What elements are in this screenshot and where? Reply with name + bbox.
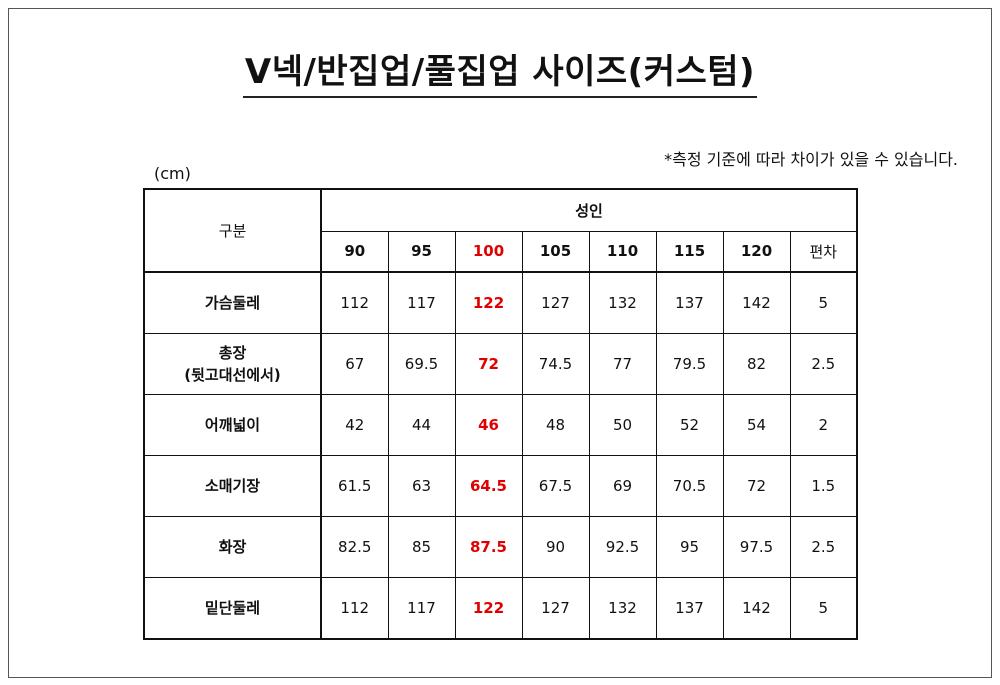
row-label: 소매기장 [143,455,322,517]
table-body: 가슴둘레 112 117 122 127 132 137 142 5 총장 (뒷고대선에서) 67 69… [143,271,858,640]
table-header-group-row: 구분 성인 [143,188,858,273]
value-cell: 2 [789,394,858,456]
table-row: 총장 (뒷고대선에서) 67 69.5 72 74.5 77 79.5 82 2.5 [143,333,858,395]
value-cell: 2.5 [789,516,858,578]
table-row: 밑단둘레 112 117 122 127 132 137 142 5 [143,577,858,640]
value-cell: 117 [387,271,456,334]
page-frame [8,8,992,678]
value-cell: 97.5 [722,516,791,578]
value-cell: 67 [320,333,389,395]
value-cell: 64.5 [454,455,523,517]
value-cell: 127 [521,577,590,640]
unit-label: (cm) [154,164,191,183]
value-cell: 72 [454,333,523,395]
value-cell: 63 [387,455,456,517]
value-cell: 74.5 [521,333,590,395]
row-label-text: 가슴둘레 [204,294,261,312]
value-cell: 122 [454,577,523,640]
row-label: 총장 (뒷고대선에서) [143,333,322,395]
value-cell: 1.5 [789,455,858,517]
value-cell: 54 [722,394,791,456]
size-header-cell: 105 [521,230,590,273]
row-label-text: 밑단둘레 [204,599,261,617]
table-corner-label: 구분 [143,188,322,273]
value-cell: 142 [722,271,791,334]
row-label-text: 소매기장 [204,477,261,495]
row-label-text: 어깨넓이 [204,416,261,434]
value-cell: 72 [722,455,791,517]
value-cell: 77 [588,333,657,395]
row-label-text: 화장 [218,538,247,556]
row-label: 가슴둘레 [143,271,322,334]
value-cell: 42 [320,394,389,456]
table-group-label: 성인 [320,188,858,232]
size-header-cell: 95 [387,230,456,273]
value-cell: 5 [789,577,858,640]
value-cell: 112 [320,271,389,334]
row-label: 어깨넓이 [143,394,322,456]
value-cell: 48 [521,394,590,456]
value-cell: 82.5 [320,516,389,578]
value-cell: 44 [387,394,456,456]
value-cell: 127 [521,271,590,334]
size-header-cell: 115 [655,230,724,273]
value-cell: 90 [521,516,590,578]
value-cell: 69.5 [387,333,456,395]
value-cell: 5 [789,271,858,334]
value-cell: 79.5 [655,333,724,395]
table-row: 가슴둘레 112 117 122 127 132 137 142 5 [143,271,858,334]
value-cell: 69 [588,455,657,517]
size-header-cell: 100 [454,230,523,273]
value-cell: 122 [454,271,523,334]
value-cell: 87.5 [454,516,523,578]
value-cell: 95 [655,516,724,578]
row-label: 밑단둘레 [143,577,322,640]
page-title: V넥/반집업/풀집업 사이즈(커스텀) [242,50,758,98]
value-cell: 2.5 [789,333,858,395]
value-cell: 52 [655,394,724,456]
page-title-wrap: V넥/반집업/풀집업 사이즈(커스텀) [0,50,1000,98]
size-header-cell: 120 [722,230,791,273]
value-cell: 92.5 [588,516,657,578]
value-cell: 132 [588,577,657,640]
value-cell: 132 [588,271,657,334]
row-sublabel-text: (뒷고대선에서) [184,366,281,384]
value-cell: 82 [722,333,791,395]
value-cell: 67.5 [521,455,590,517]
row-label: 화장 [143,516,322,578]
value-cell: 137 [655,577,724,640]
measurement-note: *측정 기준에 따라 차이가 있을 수 있습니다. [664,150,958,169]
table-row: 어깨넓이 42 44 46 48 50 52 54 2 [143,394,858,456]
value-cell: 61.5 [320,455,389,517]
size-header-cell: 110 [588,230,657,273]
value-cell: 112 [320,577,389,640]
value-cell: 117 [387,577,456,640]
value-cell: 85 [387,516,456,578]
value-cell: 46 [454,394,523,456]
size-header-cell: 90 [320,230,389,273]
size-header-cell: 편차 [789,230,858,273]
row-label-text: 총장 [218,344,247,362]
value-cell: 142 [722,577,791,640]
table-header-size-row: 90 95 100 105 110 115 120 편차 [144,230,858,273]
value-cell: 137 [655,271,724,334]
table-row: 소매기장 61.5 63 64.5 67.5 69 70.5 72 1.5 [143,455,858,517]
value-cell: 70.5 [655,455,724,517]
table-row: 화장 82.5 85 87.5 90 92.5 95 97.5 2.5 [143,516,858,578]
value-cell: 50 [588,394,657,456]
size-table: 구분 성인 90 95 100 105 110 115 120 편차 가슴둘레 112 117 12… [143,188,858,640]
